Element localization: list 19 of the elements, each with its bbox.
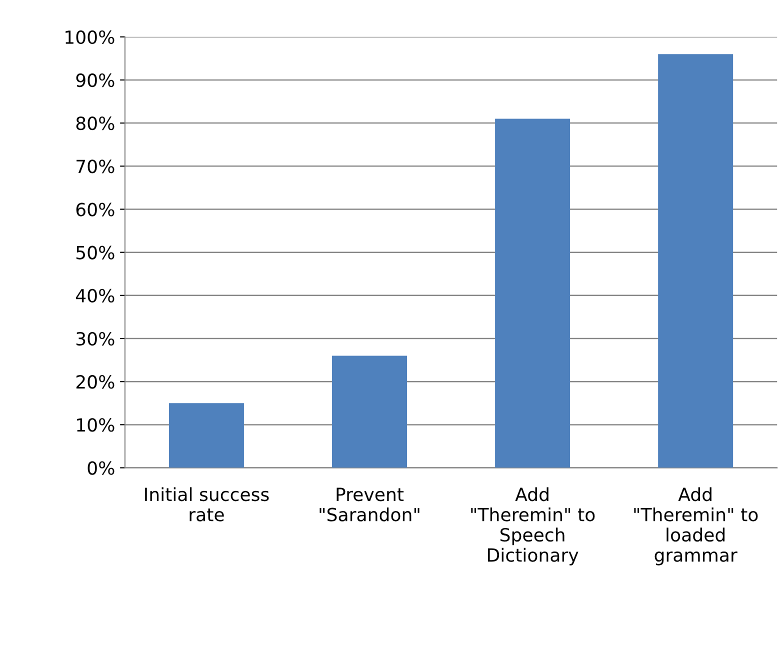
y-tick-label: 100% (66, 30, 114, 44)
bar (168, 403, 244, 468)
x-tick-label: Add "Theremin" to Speech Dictionary (471, 487, 595, 566)
bar (658, 54, 734, 468)
x-tick-label: Initial success rate (145, 487, 269, 522)
y-tick-label: 80% (76, 116, 114, 130)
y-tick-label: 90% (76, 73, 114, 88)
y-tick-label: 30% (76, 332, 114, 346)
y-tick-label: 20% (76, 375, 114, 389)
x-tick-label: Add "Theremin" to loaded grammar (634, 487, 758, 566)
bar (495, 118, 570, 468)
y-tick-label: 0% (88, 461, 114, 475)
y-tick-label: 50% (76, 246, 114, 260)
y-tick-label: 60% (76, 202, 114, 216)
y-tick-label: 10% (77, 418, 114, 432)
y-tick-label: 40% (76, 288, 114, 303)
y-tick-label: 70% (76, 160, 114, 174)
bar (332, 356, 408, 468)
x-tick-label: Prevent "Sarandon" (320, 488, 420, 522)
